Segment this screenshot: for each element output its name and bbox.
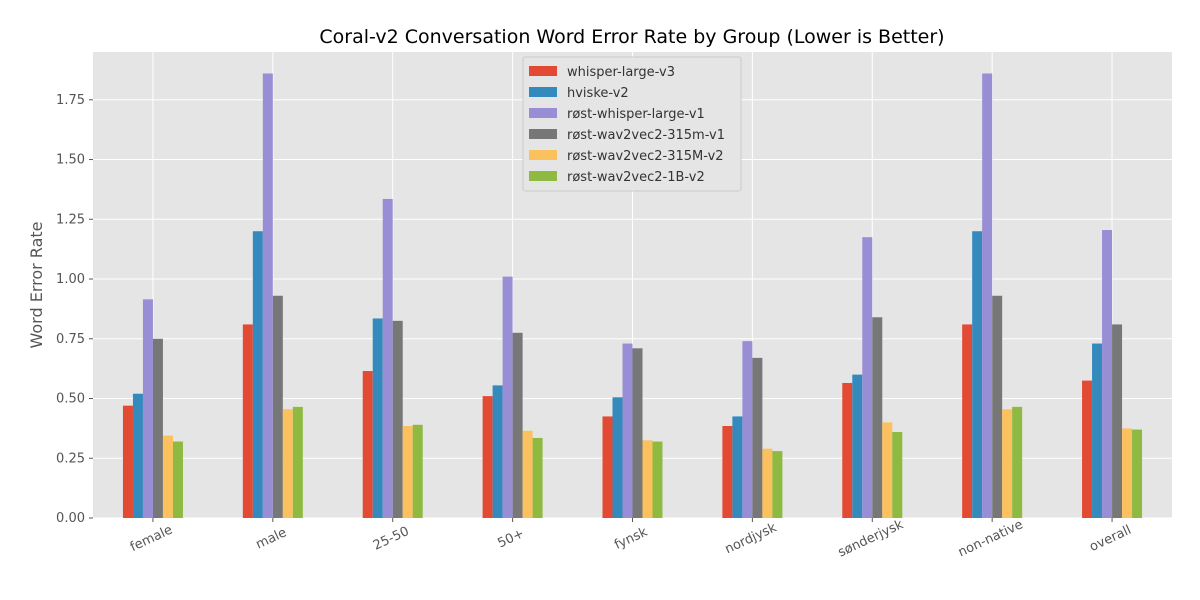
bar-røst-whisper-large-v1-25-50 — [382, 198, 393, 518]
y-tick-label: 0.50 — [56, 392, 85, 407]
y-tick-label: 1.75 — [56, 93, 85, 108]
bar-hviske-v2-female — [132, 393, 143, 518]
legend-swatch — [529, 87, 557, 97]
legend-box — [522, 56, 742, 192]
x-axis: female male 25-50 50+ fynsk nordjysk sønderjys… — [128, 517, 1134, 560]
bar-røst-wav2vec2-315M-v2-50+ — [522, 430, 533, 518]
bar-røst-wav2vec2-315M-v2-overall — [1122, 428, 1133, 518]
bar-røst-whisper-large-v1-male — [262, 73, 273, 518]
bar-røst-wav2vec2-1B-v2-25-50 — [412, 424, 423, 518]
y-axis-label: Word Error Rate — [27, 222, 46, 349]
x-tick-label: female — [128, 523, 175, 556]
bar-røst-wav2vec2-315m-v1-50+ — [512, 332, 523, 518]
x-tick-label: sønderjysk — [836, 517, 906, 560]
y-tick-label: 0.00 — [56, 511, 85, 526]
bar-hviske-v2-50+ — [492, 385, 503, 518]
bar-hviske-v2-sønderjysk — [852, 374, 863, 518]
bar-røst-whisper-large-v1-fynsk — [622, 343, 633, 518]
bar-røst-whisper-large-v1-sønderjysk — [862, 237, 873, 518]
bar-hviske-v2-male — [252, 231, 263, 518]
x-tick-label: non-native — [956, 517, 1026, 560]
bar-whisper-large-v3-nordjysk — [722, 425, 733, 518]
bar-røst-wav2vec2-315M-v2-male — [282, 409, 293, 518]
bar-røst-wav2vec2-315m-v1-sønderjysk — [872, 317, 883, 518]
bar-whisper-large-v3-50+ — [482, 396, 493, 518]
x-tick-label: 25-50 — [371, 524, 412, 554]
bar-røst-wav2vec2-315M-v2-25-50 — [402, 425, 413, 518]
legend-label: hviske-v2 — [567, 86, 629, 101]
bar-røst-wav2vec2-315m-v1-male — [272, 295, 283, 518]
bar-whisper-large-v3-female — [122, 405, 133, 518]
y-axis: 0.00 0.25 0.50 0.75 1.00 1.25 1.50 1.75 — [56, 93, 93, 526]
bar-røst-wav2vec2-315M-v2-fynsk — [642, 440, 653, 518]
legend-label: whisper-large-v3 — [567, 65, 675, 80]
bar-røst-wav2vec2-1B-v2-female — [172, 441, 183, 518]
bar-hviske-v2-fynsk — [612, 397, 623, 518]
y-tick-label: 0.75 — [56, 332, 85, 347]
bar-hviske-v2-nordjysk — [732, 416, 743, 518]
bar-whisper-large-v3-non-native — [962, 324, 973, 518]
bar-røst-whisper-large-v1-50+ — [502, 276, 513, 518]
legend-swatch — [529, 171, 557, 181]
y-tick-label: 1.00 — [56, 272, 85, 287]
bar-røst-whisper-large-v1-nordjysk — [742, 341, 753, 518]
bar-røst-wav2vec2-1B-v2-nordjysk — [772, 451, 783, 518]
bar-røst-wav2vec2-315M-v2-female — [162, 435, 173, 518]
x-tick-label: nordjysk — [723, 520, 780, 557]
bar-røst-wav2vec2-1B-v2-non-native — [1012, 406, 1023, 518]
bar-røst-wav2vec2-315M-v2-nordjysk — [762, 448, 773, 518]
legend-label: røst-whisper-large-v1 — [567, 107, 705, 122]
bar-røst-wav2vec2-315M-v2-sønderjysk — [882, 422, 893, 518]
bar-røst-wav2vec2-315m-v1-nordjysk — [752, 357, 763, 518]
bar-hviske-v2-non-native — [972, 231, 983, 518]
y-tick-label: 0.25 — [56, 451, 85, 466]
bar-røst-whisper-large-v1-non-native — [982, 73, 993, 518]
legend-swatch — [529, 66, 557, 76]
bar-røst-wav2vec2-1B-v2-fynsk — [652, 441, 663, 518]
bar-hviske-v2-25-50 — [372, 318, 383, 518]
bar-røst-wav2vec2-1B-v2-50+ — [532, 437, 543, 518]
legend-swatch — [529, 129, 557, 139]
bar-røst-wav2vec2-1B-v2-male — [292, 406, 303, 518]
legend-label: røst-wav2vec2-315M-v2 — [567, 149, 724, 164]
bar-røst-wav2vec2-315m-v1-non-native — [992, 295, 1003, 518]
bar-whisper-large-v3-male — [242, 324, 253, 518]
bars — [122, 73, 1143, 519]
x-tick-label: fynsk — [612, 525, 650, 553]
bar-røst-wav2vec2-1B-v2-overall — [1132, 429, 1143, 518]
x-tick-label: 50+ — [496, 526, 527, 551]
legend-swatch — [529, 108, 557, 118]
legend-label: røst-wav2vec2-315m-v1 — [567, 128, 725, 143]
x-tick-label: overall — [1087, 523, 1133, 555]
bar-røst-wav2vec2-1B-v2-sønderjysk — [892, 431, 903, 518]
bar-røst-wav2vec2-315m-v1-female — [152, 338, 163, 518]
y-tick-label: 1.25 — [56, 212, 85, 227]
bar-whisper-large-v3-fynsk — [602, 416, 613, 518]
bar-whisper-large-v3-overall — [1082, 380, 1093, 518]
bar-hviske-v2-overall — [1092, 343, 1103, 518]
bar-røst-whisper-large-v1-female — [142, 299, 153, 518]
bar-whisper-large-v3-25-50 — [362, 371, 373, 518]
legend: whisper-large-v3 hviske-v2 røst-whisper-la… — [522, 56, 742, 192]
bar-røst-whisper-large-v1-overall — [1102, 230, 1113, 519]
x-tick-label: male — [254, 525, 290, 552]
bar-whisper-large-v3-sønderjysk — [842, 382, 853, 518]
legend-label: røst-wav2vec2-1B-v2 — [567, 170, 705, 185]
bar-røst-wav2vec2-315m-v1-25-50 — [392, 320, 403, 518]
bar-røst-wav2vec2-315m-v1-fynsk — [632, 348, 643, 518]
y-tick-label: 1.50 — [56, 153, 85, 168]
bar-røst-wav2vec2-315m-v1-overall — [1112, 324, 1123, 518]
bar-røst-wav2vec2-315M-v2-non-native — [1002, 409, 1013, 518]
chart-title: Coral-v2 Conversation Word Error Rate by… — [319, 26, 944, 48]
legend-swatch — [529, 150, 557, 160]
